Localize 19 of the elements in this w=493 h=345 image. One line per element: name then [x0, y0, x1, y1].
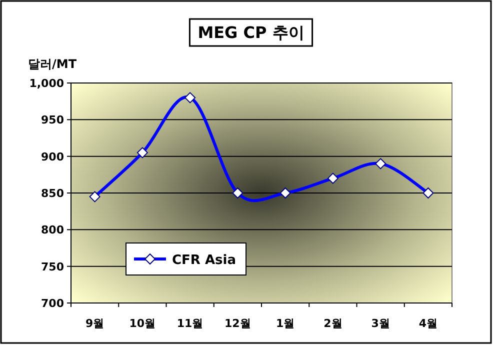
- x-tick-label: 1월: [276, 317, 295, 330]
- title: MEG CP 추이: [198, 23, 304, 42]
- y-tick-label: 950: [41, 114, 64, 127]
- x-tick-label: 3월: [371, 317, 390, 330]
- x-tick-label: 11월: [176, 317, 204, 330]
- x-tick-label: 12월: [224, 317, 251, 330]
- x-tick-label: 2월: [324, 317, 342, 330]
- x-tick-label: 10월: [129, 317, 156, 330]
- y-tick-label: 750: [41, 260, 64, 274]
- legend-label: CFR Asia: [172, 253, 236, 268]
- x-tick-label: 4월: [418, 317, 438, 330]
- legend: CFR Asia: [126, 242, 246, 276]
- x-tick-label: 9월: [85, 317, 104, 330]
- y-tick-label: 850: [41, 187, 64, 200]
- y-tick-label: 900: [41, 150, 64, 164]
- y-axis-title: 달러/MT: [28, 57, 78, 71]
- y-tick-label: 800: [41, 224, 64, 237]
- y-tick-label: 700: [41, 297, 64, 310]
- y-tick-label: 1,000: [29, 77, 64, 90]
